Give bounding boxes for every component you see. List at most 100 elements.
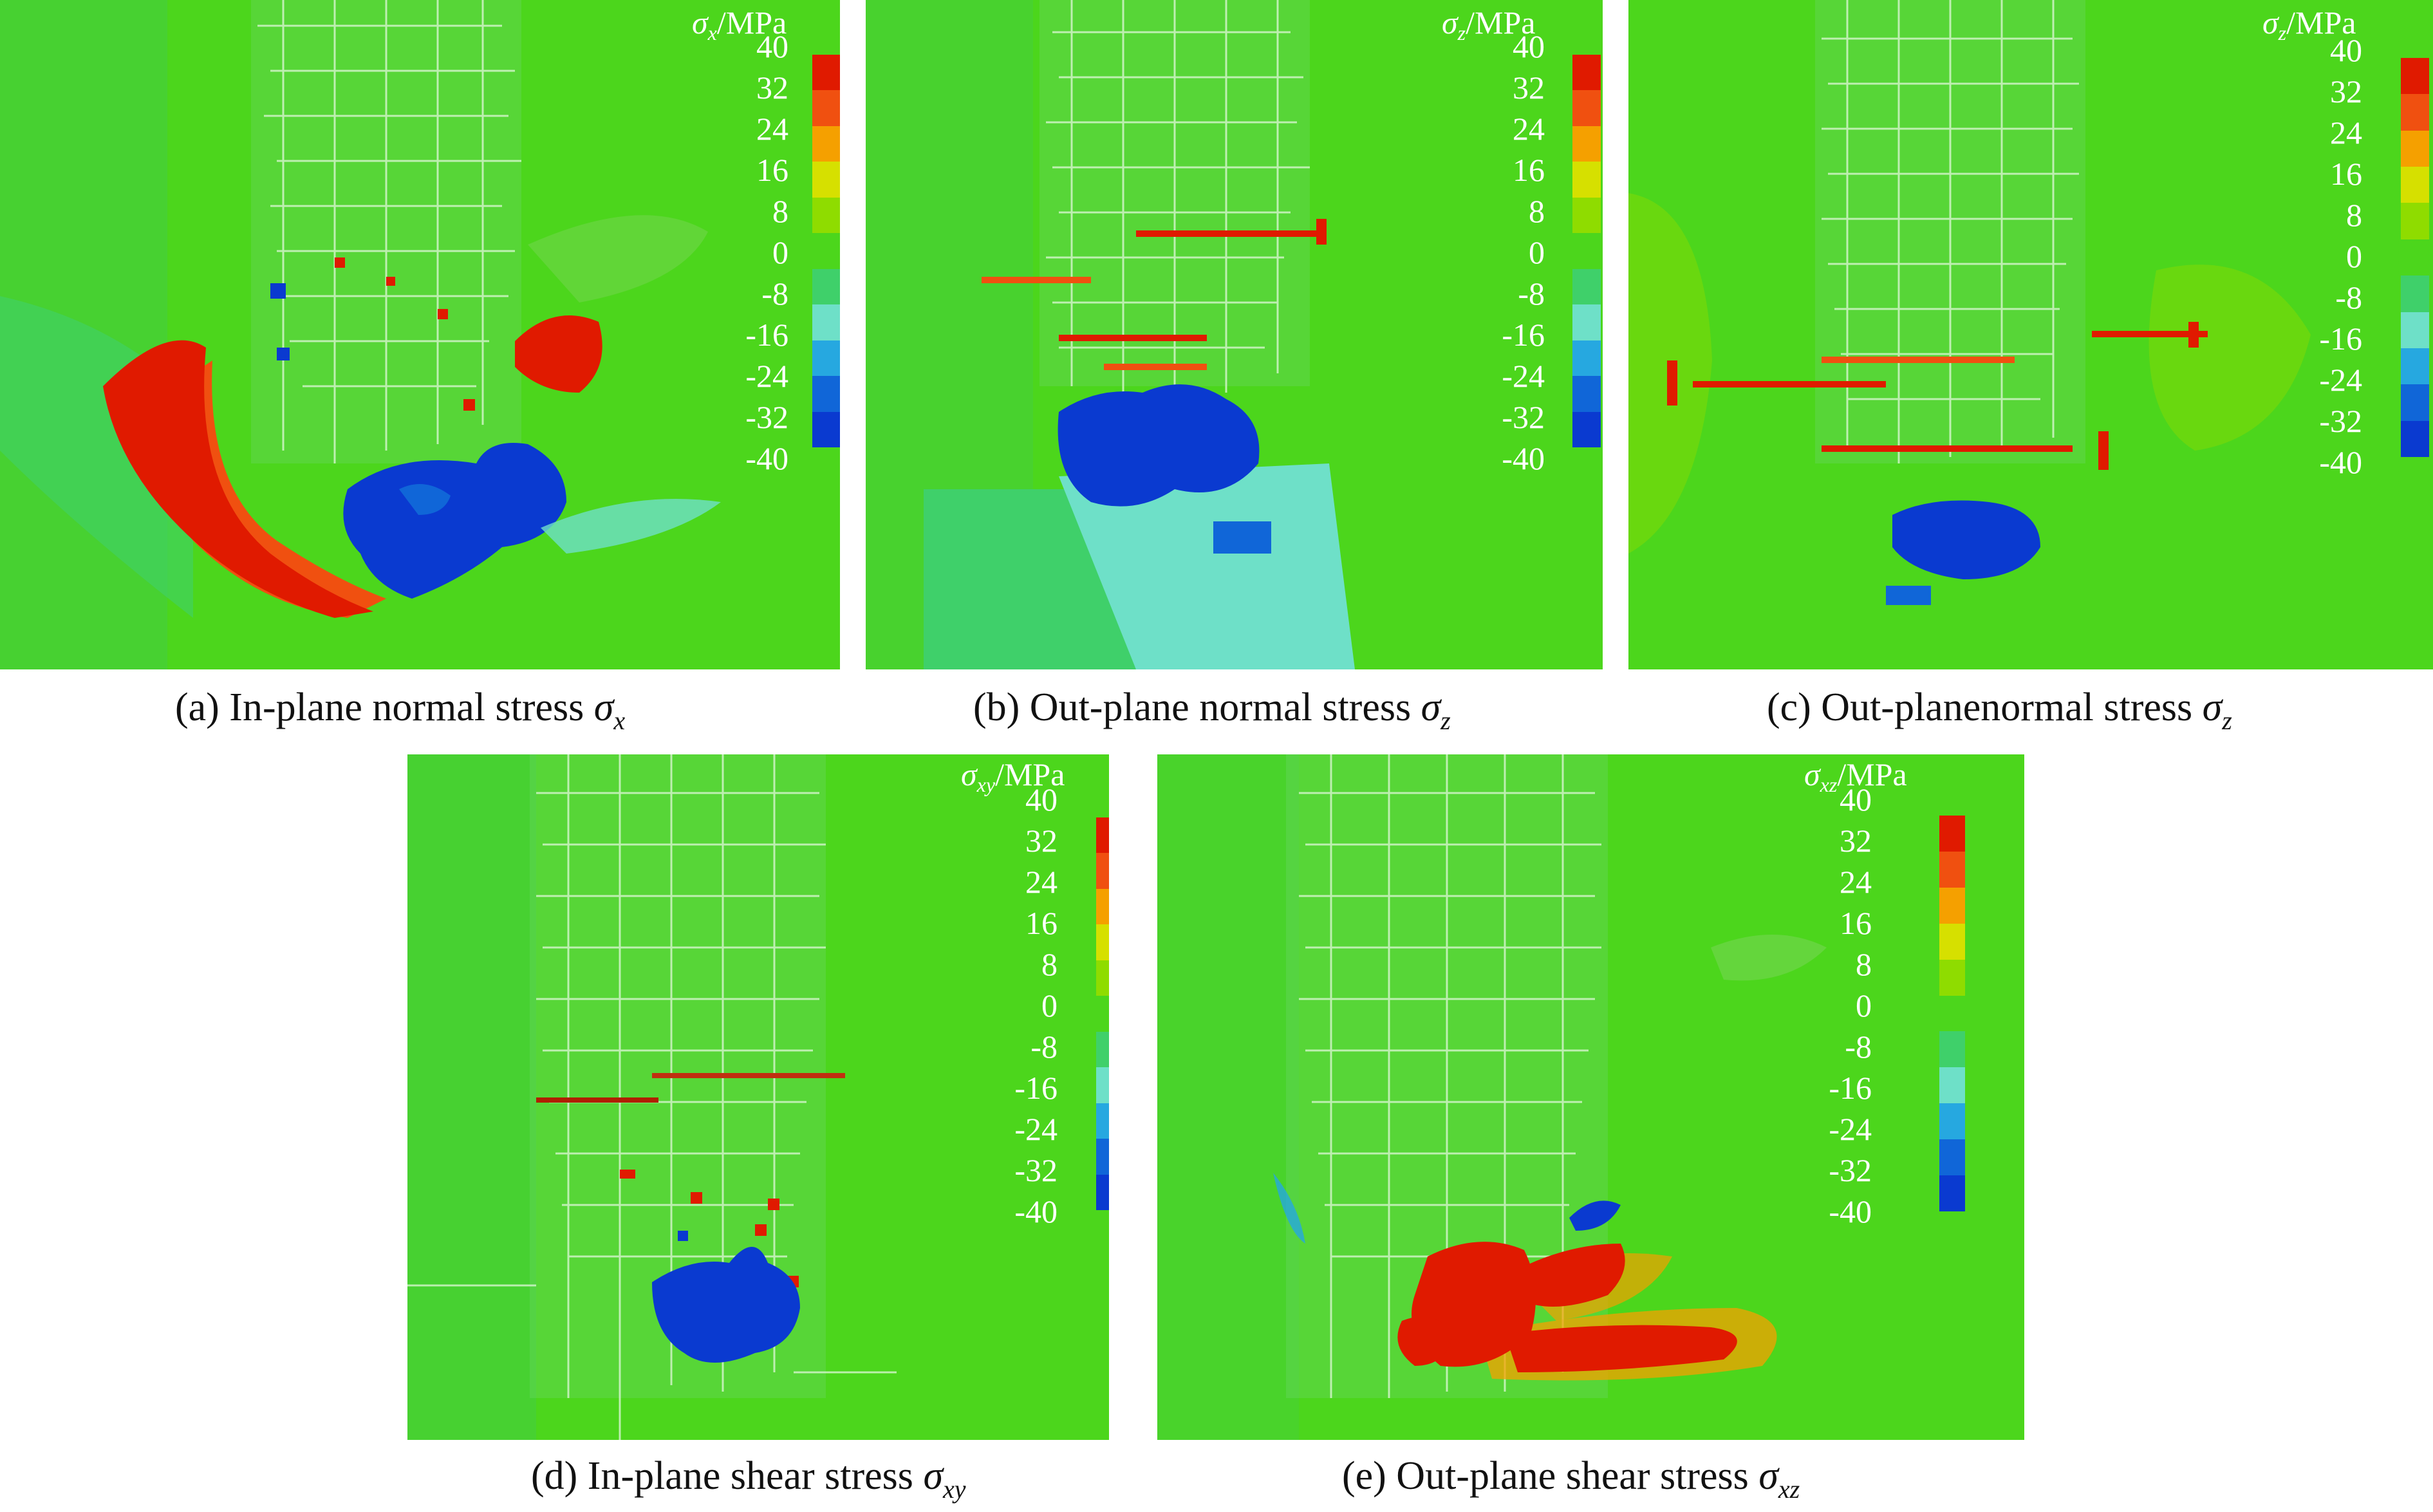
colorbar-segment [1572, 126, 1601, 162]
colorbar-segment [1939, 1103, 1965, 1140]
colorbar-segment [2401, 348, 2429, 385]
colorbar-segment [1939, 887, 1965, 924]
colorbar-segment [1096, 888, 1109, 925]
panel-d-contour-field [407, 754, 1109, 1440]
colorbar-segment [1572, 55, 1601, 91]
colorbar-tick-label: -40 [745, 440, 788, 476]
colorbar-segment [1939, 851, 1965, 888]
panel-c-colorbar [2401, 58, 2429, 457]
panel-b-stress-map: σz/MPa 40 32 24 16 8 0 -8 -16 -24 -32 -40 [866, 0, 1603, 669]
colorbar-tick-label: -24 [1502, 358, 1545, 394]
colorbar-tick-label: 16 [1025, 905, 1058, 941]
colorbar-segment [1939, 995, 1965, 1032]
colorbar-tick-label: 32 [1840, 823, 1872, 859]
colorbar-tick-label: -24 [2319, 362, 2362, 398]
colorbar-segment [1096, 960, 1109, 996]
colorbar-segment [2401, 420, 2429, 457]
colorbar-segment [1096, 853, 1109, 889]
colorbar-segment [2401, 239, 2429, 276]
colorbar-tick-label: 8 [1041, 946, 1058, 982]
panel-c-colorbar-title: σz/MPa [2262, 5, 2356, 44]
colorbar-segment [2401, 312, 2429, 348]
colorbar-tick-label: -8 [1518, 275, 1545, 312]
colorbar-tick-label: -8 [2335, 279, 2362, 315]
colorbar-tick-label: 24 [1025, 864, 1058, 900]
panel-c-colorbar-ticks: 40 32 24 16 8 0 -8 -16 -24 -32 -40 [2291, 34, 2362, 478]
colorbar-segment [1572, 90, 1601, 126]
colorbar-tick-label: 8 [1529, 193, 1545, 229]
panel-b-colorbar-ticks: 40 32 24 16 8 0 -8 -16 -24 -32 -40 [1474, 30, 1545, 474]
colorbar-tick-label: -24 [1829, 1111, 1872, 1147]
colorbar-tick-label: -16 [1829, 1070, 1872, 1106]
colorbar-segment [1096, 1031, 1109, 1068]
panel-e-caption: (e) Out-plane shear stress σxz [1342, 1454, 1800, 1504]
colorbar-segment [1096, 1139, 1109, 1175]
colorbar-tick-label: 8 [772, 193, 788, 229]
colorbar-segment [1939, 959, 1965, 996]
colorbar-segment [812, 411, 840, 447]
colorbar-segment [1939, 1031, 1965, 1068]
colorbar-tick-label: -32 [1829, 1152, 1872, 1188]
colorbar-segment [812, 55, 840, 91]
colorbar-segment [812, 304, 840, 341]
colorbar-segment [2401, 384, 2429, 421]
colorbar-segment [1096, 817, 1109, 854]
colorbar-tick-label: -32 [1014, 1152, 1058, 1188]
colorbar-tick-label: 0 [1856, 987, 1872, 1023]
colorbar-segment [2401, 94, 2429, 131]
colorbar-segment [1572, 376, 1601, 412]
colorbar-tick-label: 24 [1513, 111, 1545, 147]
panel-d-colorbar [1096, 817, 1109, 1210]
panel-d-stress-map: σxy/MPa 40 32 24 16 8 0 -8 -16 -24 -32 -40 [407, 754, 1109, 1440]
colorbar-tick-label: -16 [745, 317, 788, 353]
colorbar-segment [1939, 1067, 1965, 1104]
colorbar-tick-label: 40 [1025, 781, 1058, 817]
panel-c-contour-field [1628, 0, 2433, 669]
colorbar-tick-label: -40 [2319, 444, 2362, 480]
panel-a-colorbar [812, 55, 840, 447]
colorbar-tick-label: -8 [1030, 1029, 1058, 1065]
panel-b-contour-field [866, 0, 1603, 669]
colorbar-segment [812, 233, 840, 269]
colorbar-segment [812, 197, 840, 234]
colorbar-segment [1096, 1067, 1109, 1103]
colorbar-segment [2401, 130, 2429, 167]
colorbar-tick-label: -16 [1502, 317, 1545, 353]
colorbar-tick-label: -40 [1502, 440, 1545, 476]
colorbar-tick-label: -32 [745, 399, 788, 435]
colorbar-segment [812, 268, 840, 305]
colorbar-tick-label: -32 [1502, 399, 1545, 435]
colorbar-segment [1572, 162, 1601, 198]
colorbar-segment [812, 90, 840, 126]
panel-a-contour-field [0, 0, 840, 669]
panel-a-colorbar-ticks: 40 32 24 16 8 0 -8 -16 -24 -32 -40 [731, 30, 788, 474]
colorbar-tick-label: 24 [2330, 115, 2362, 151]
colorbar-segment [1096, 924, 1109, 960]
panel-c-stress-map: σz/MPa 40 32 24 16 8 0 -8 -16 -24 -32 -40 [1628, 0, 2433, 669]
colorbar-tick-label: 0 [1041, 987, 1058, 1023]
colorbar-tick-label: 40 [2330, 32, 2362, 68]
colorbar-tick-label: 16 [756, 152, 788, 188]
colorbar-segment [2401, 203, 2429, 239]
panel-e-colorbar [1939, 816, 1965, 1211]
colorbar-tick-label: -40 [1829, 1193, 1872, 1229]
colorbar-tick-label: 16 [1840, 905, 1872, 941]
colorbar-segment [2401, 275, 2429, 312]
panel-a-caption: (a) In-plane normal stress σx [175, 686, 626, 735]
colorbar-tick-label: 16 [1513, 152, 1545, 188]
colorbar-tick-label: 8 [1856, 946, 1872, 982]
colorbar-segment [1096, 1174, 1109, 1210]
colorbar-segment [812, 376, 840, 412]
colorbar-segment [1939, 923, 1965, 960]
colorbar-tick-label: 24 [1840, 864, 1872, 900]
panel-b-colorbar [1572, 55, 1601, 447]
colorbar-segment [812, 340, 840, 377]
colorbar-tick-label: -16 [2319, 321, 2362, 357]
panel-e-stress-map: σxz/MPa 40 32 24 16 8 0 -8 -16 -24 -32 -40 [1157, 754, 2024, 1440]
colorbar-tick-label: 24 [756, 111, 788, 147]
colorbar-tick-label: 0 [772, 234, 788, 270]
panel-d-caption: (d) In-plane shear stress σxy [531, 1454, 966, 1504]
colorbar-tick-label: 0 [1529, 234, 1545, 270]
colorbar-tick-label: 32 [756, 70, 788, 106]
colorbar-tick-label: 8 [2346, 197, 2362, 233]
